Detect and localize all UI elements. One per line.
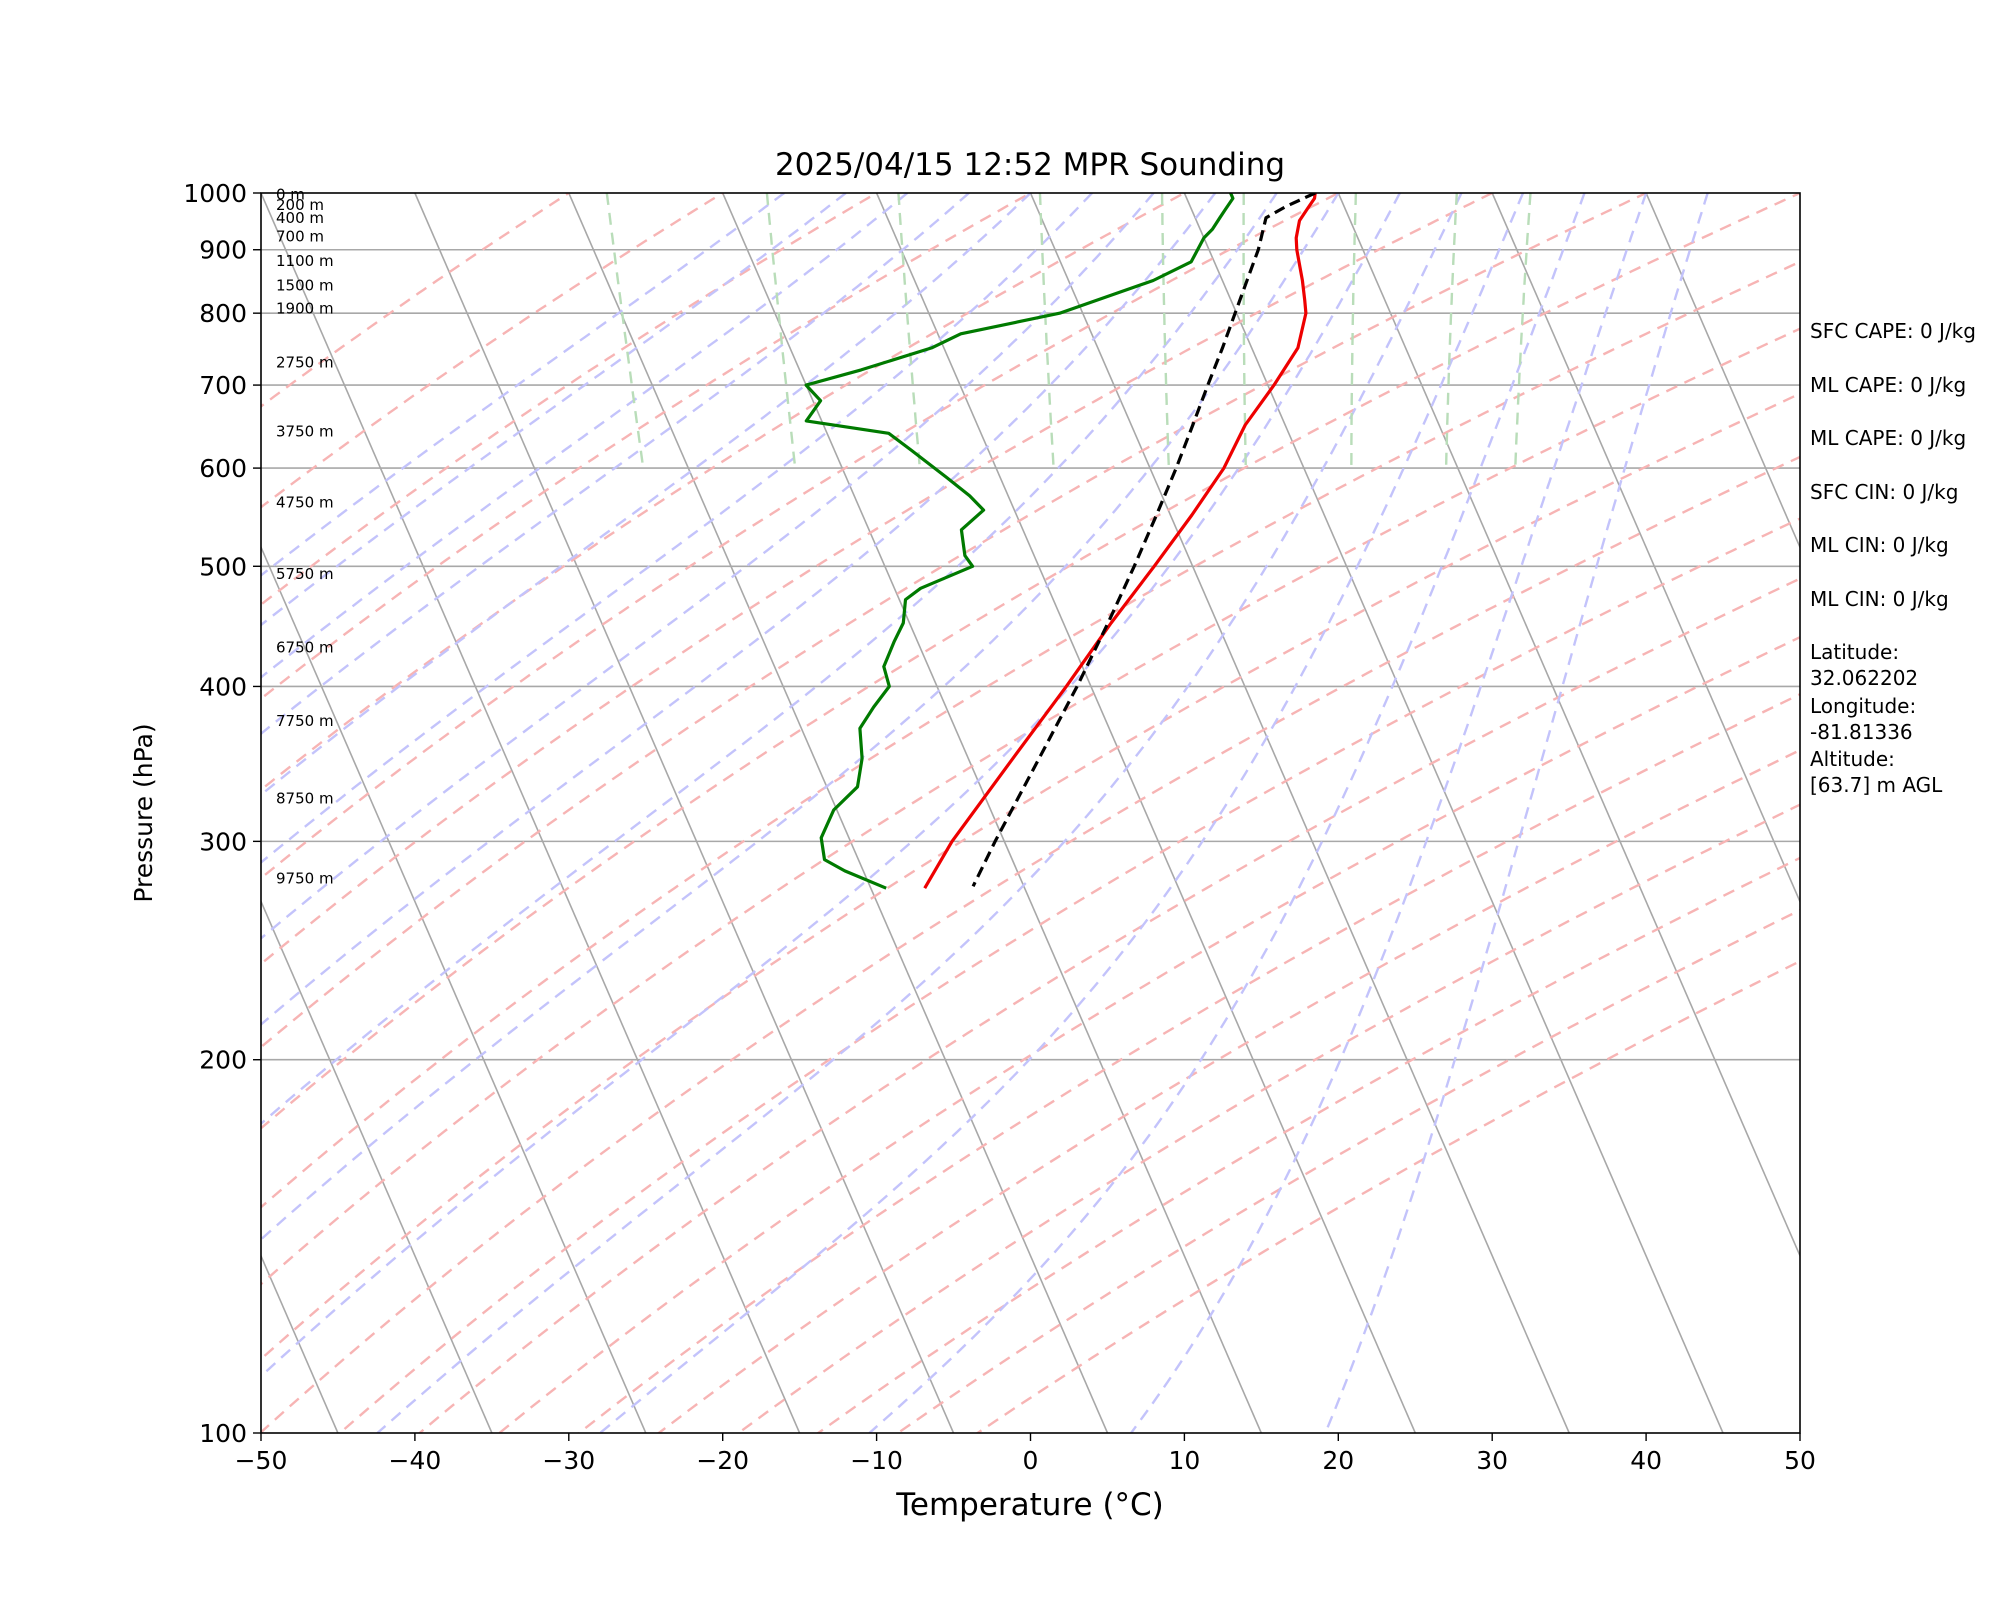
mixing-ratio-line (1162, 193, 1169, 468)
x-tick-label: −10 (850, 1446, 903, 1475)
x-tick-label: 50 (1784, 1446, 1816, 1475)
height-label: 8750 m (276, 789, 334, 807)
y-tick-label: 1000 (183, 179, 247, 208)
ml-cin-text: ML CIN: 0 J/kg (1810, 532, 1996, 586)
height-label: 3750 m (276, 423, 334, 441)
y-tick-label: 100 (199, 1419, 247, 1448)
mixing-ratio-line (1446, 193, 1457, 468)
mixing-ratio-line (607, 193, 643, 468)
dry-adiabat-line (73, 167, 2000, 1461)
moist-adiabat-line (0, 193, 1092, 1433)
dry-adiabat-line (0, 167, 1702, 1461)
mixing-ratio-line (898, 193, 919, 468)
height-label: 5750 m (276, 565, 334, 583)
height-label: 1500 m (276, 277, 334, 295)
height-label: 9750 m (276, 870, 334, 888)
height-label: 700 m (276, 228, 324, 246)
y-tick-label: 400 (199, 672, 247, 701)
y-tick-label: 700 (199, 371, 247, 400)
ml-cape-text-2: ML CAPE: 0 J/kg (1810, 425, 1996, 479)
x-tick-label: 20 (1322, 1446, 1354, 1475)
height-label: 2750 m (276, 353, 334, 371)
dewpoint-profile (806, 193, 1233, 888)
dry-adiabat-line (623, 167, 2000, 1461)
dry-adiabat-line (0, 167, 1390, 1461)
isotherm-line (723, 193, 1262, 1433)
chart-title: 2025/04/15 12:52 MPR Sounding (775, 147, 1285, 183)
parcel-profile (973, 193, 1315, 886)
y-tick-label: 300 (199, 827, 247, 856)
dry-adiabat-line (0, 167, 1546, 1461)
moist-adiabat-line (0, 193, 1277, 1433)
isotherm-line (1184, 193, 1723, 1433)
longitude-text: Longitude: -81.81336 (1810, 693, 1996, 747)
height-label: 400 m (276, 209, 324, 227)
height-label: 7750 m (276, 712, 334, 730)
y-tick-label: 900 (199, 236, 247, 265)
x-tick-label: −50 (235, 1446, 288, 1475)
parameter-panel: SFC CAPE: 0 J/kg ML CAPE: 0 J/kg ML CAPE… (1810, 318, 1996, 800)
sfc-cape-text: SFC CAPE: 0 J/kg (1810, 318, 1996, 372)
y-tick-label: 500 (199, 552, 247, 581)
y-tick-label: 800 (199, 299, 247, 328)
isotherm-line (0, 193, 338, 1433)
x-tick-label: −30 (542, 1446, 595, 1475)
dry-adiabat-line (152, 167, 2000, 1461)
isotherm-line (415, 193, 954, 1433)
dry-adiabat-line (309, 167, 2000, 1461)
height-label: 1100 m (276, 252, 334, 270)
isotherm-line (1338, 193, 1877, 1433)
plot-frame (261, 193, 1800, 1433)
x-tick-label: 40 (1630, 1446, 1662, 1475)
x-tick-label: −40 (389, 1446, 442, 1475)
ml-cin-text-2: ML CIN: 0 J/kg (1810, 586, 1996, 640)
x-tick-label: 30 (1476, 1446, 1508, 1475)
y-tick-label: 200 (199, 1046, 247, 1075)
height-label: 4750 m (276, 493, 334, 511)
y-axis-label: Pressure (hPa) (129, 723, 158, 902)
ml-cape-text: ML CAPE: 0 J/kg (1810, 372, 1996, 426)
y-tick-label: 600 (199, 454, 247, 483)
height-label: 6750 m (276, 638, 334, 656)
height-label: 1900 m (276, 299, 334, 317)
x-tick-label: 0 (1023, 1446, 1039, 1475)
x-tick-label: −20 (696, 1446, 749, 1475)
x-tick-label: 10 (1168, 1446, 1200, 1475)
mixing-ratio-line (1515, 193, 1530, 468)
moist-adiabat-line (1131, 193, 1646, 1433)
isotherm-line (569, 193, 1108, 1433)
altitude-text: Altitude: [63.7] m AGL (1810, 746, 1996, 800)
dry-adiabat-line (466, 167, 2000, 1461)
dry-adiabat-line (230, 167, 2000, 1461)
moist-adiabat-line (1325, 193, 1707, 1433)
mixing-ratio-line (1040, 193, 1054, 468)
dry-adiabat-line (0, 167, 1078, 1461)
latitude-text: Latitude: 32.062202 (1810, 639, 1996, 693)
moist-adiabat-line (600, 193, 1523, 1433)
isotherm-line (261, 193, 800, 1433)
moist-adiabat-line (869, 193, 1584, 1433)
isotherm-line (0, 193, 30, 1433)
moist-adiabat-line (0, 193, 1215, 1433)
mixing-ratio-line (1351, 193, 1356, 468)
sfc-cin-text: SFC CIN: 0 J/kg (1810, 479, 1996, 533)
x-axis-label: Temperature (°C) (895, 1487, 1164, 1523)
isotherm-line (1031, 193, 1570, 1433)
